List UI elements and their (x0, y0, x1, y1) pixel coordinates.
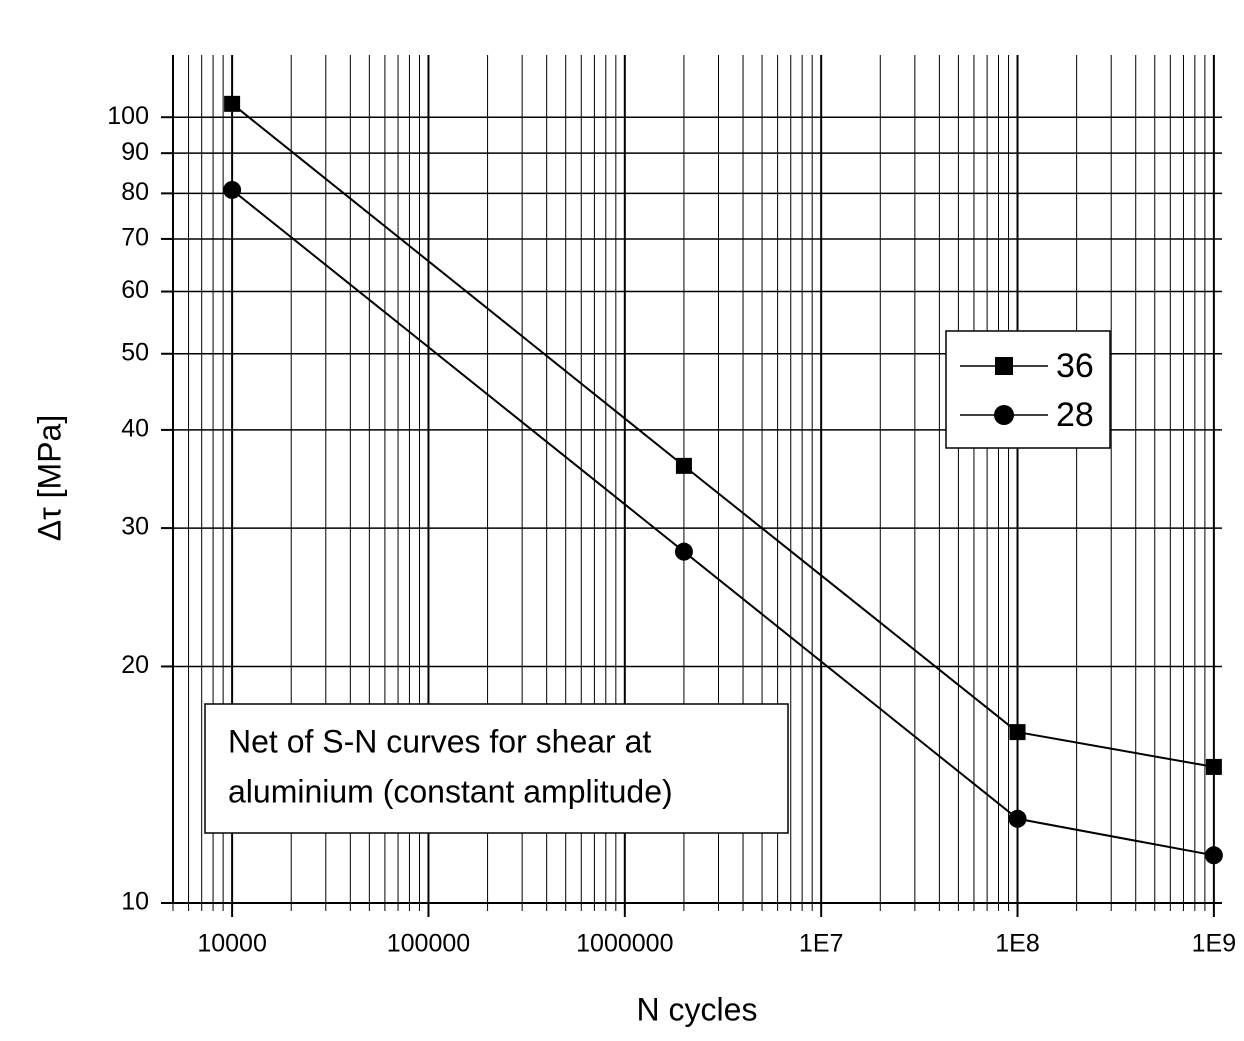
marker (1009, 724, 1026, 741)
y-tick-label: 10 (121, 888, 149, 916)
legend-label: 28 (1056, 396, 1094, 434)
x-tick-label: 10000 (197, 930, 267, 958)
series-line (231, 103, 1215, 768)
marker (224, 95, 241, 112)
x-tick-label: 1E8 (995, 930, 1039, 958)
marker (223, 180, 242, 199)
legend-box (945, 330, 1111, 449)
y-tick-label: 70 (121, 224, 149, 252)
y-tick-label: 40 (121, 415, 149, 443)
x-tick-label: 1000000 (576, 930, 673, 958)
x-tick-label: 1E7 (799, 930, 843, 958)
marker (675, 457, 692, 474)
y-tick-label: 50 (121, 338, 149, 366)
marker (674, 542, 693, 561)
y-tick-label: 20 (121, 651, 149, 679)
marker (994, 405, 1014, 425)
marker (1008, 809, 1027, 828)
y-tick-label: 80 (121, 178, 149, 206)
marker (1205, 758, 1222, 775)
x-tick-label: 1E9 (1192, 930, 1236, 958)
y-axis-title: Δτ [MPa] (31, 415, 67, 541)
annotation-text: aluminium (constant amplitude) (228, 773, 673, 809)
marker (995, 357, 1013, 375)
x-tick-label: 100000 (387, 930, 470, 958)
annotation-text: Net of S-N curves for shear at (228, 723, 651, 759)
legend-label: 36 (1056, 347, 1094, 385)
y-tick-label: 60 (121, 276, 149, 304)
marker (1204, 846, 1223, 865)
y-tick-label: 100 (107, 102, 149, 130)
x-axis-title: N cycles (637, 991, 758, 1027)
y-tick-label: 90 (121, 138, 149, 166)
annotation-box (204, 703, 789, 834)
series-line (231, 189, 1215, 857)
y-tick-label: 30 (121, 513, 149, 541)
